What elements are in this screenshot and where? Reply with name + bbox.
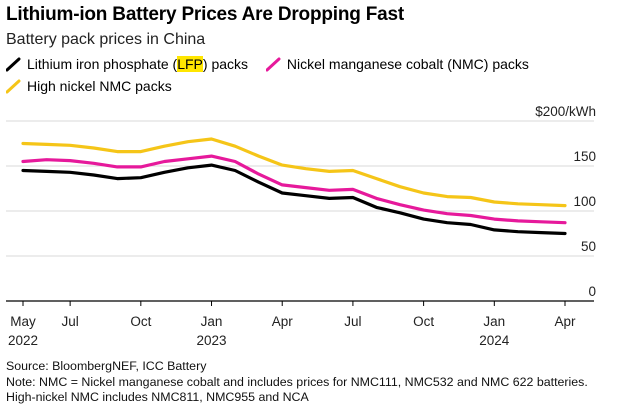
y-tick-label-0: 0 — [588, 284, 596, 299]
series-line-high-nickel — [21, 137, 567, 208]
x-tick-label-jul: Jul — [344, 314, 361, 329]
legend-label-high-nickel: High nickel NMC packs — [27, 78, 172, 94]
legend-item-high-nickel: High nickel NMC packs — [6, 77, 172, 96]
legend-item-lfp: Lithium iron phosphate (LFP) packs — [6, 55, 248, 74]
legend: Lithium iron phosphate (LFP) packs Nicke… — [6, 55, 606, 99]
x-tick-year-2024: 2024 — [479, 333, 510, 348]
y-tick-label-150: 150 — [573, 149, 596, 164]
legend-lfp-highlight: LFP — [177, 56, 203, 72]
footnote-1: Note: NMC = Nickel manganese cobalt and … — [6, 374, 588, 389]
legend-swatch-nmc — [265, 57, 281, 72]
legend-swatch-high-nickel — [6, 79, 21, 94]
x-tick-year-2022: 2022 — [8, 333, 38, 348]
x-tick-label-jan: Jan — [201, 314, 223, 329]
y-tick-label-100: 100 — [573, 194, 596, 209]
line-chart: 0 50 100 150 $200/kWh May 2022 Jul Oct Jan 2023 Ap… — [6, 104, 596, 348]
legend-swatch-lfp — [6, 57, 21, 72]
chart-title: Lithium-ion Battery Prices Are Dropping … — [6, 4, 404, 25]
x-axis: May 2022 Jul Oct Jan 2023 Apr Jul Oct Jan 2024 Apr — [6, 300, 594, 348]
series-lines — [21, 137, 567, 236]
x-tick-label-apr: Apr — [554, 314, 576, 329]
footnote-2: High-nickel NMC includes NMC811, NMC955 … — [6, 390, 309, 404]
grid-lines — [6, 120, 594, 257]
chart-subtitle: Battery pack prices in China — [6, 31, 206, 48]
y-axis-labels: 0 50 100 150 $200/kWh — [535, 104, 596, 299]
x-tick-year-2023: 2023 — [196, 333, 226, 348]
x-tick-label-may: May — [10, 314, 36, 329]
series-line-nmc — [21, 154, 567, 225]
legend-label-nmc: Nickel manganese cobalt (NMC) packs — [286, 56, 529, 72]
series-line-lfp — [21, 163, 567, 236]
x-tick-label-jul: Jul — [61, 314, 78, 329]
chart-footer: Source: BloombergNEF, ICC Battery Note: … — [6, 359, 588, 406]
x-tick-label-jan: Jan — [483, 314, 505, 329]
legend-label-lfp: Lithium iron phosphate (LFP) packs — [27, 56, 249, 72]
x-tick-label-apr: Apr — [272, 314, 294, 329]
legend-item-nmc: Nickel manganese cobalt (NMC) packs — [265, 55, 529, 74]
source-note: Source: BloombergNEF, ICC Battery — [6, 359, 207, 373]
y-tick-label-50: 50 — [581, 239, 596, 254]
x-tick-label-oct: Oct — [413, 314, 434, 329]
x-tick-label-oct: Oct — [130, 314, 151, 329]
y-tick-label-200: $200/kWh — [535, 104, 596, 119]
